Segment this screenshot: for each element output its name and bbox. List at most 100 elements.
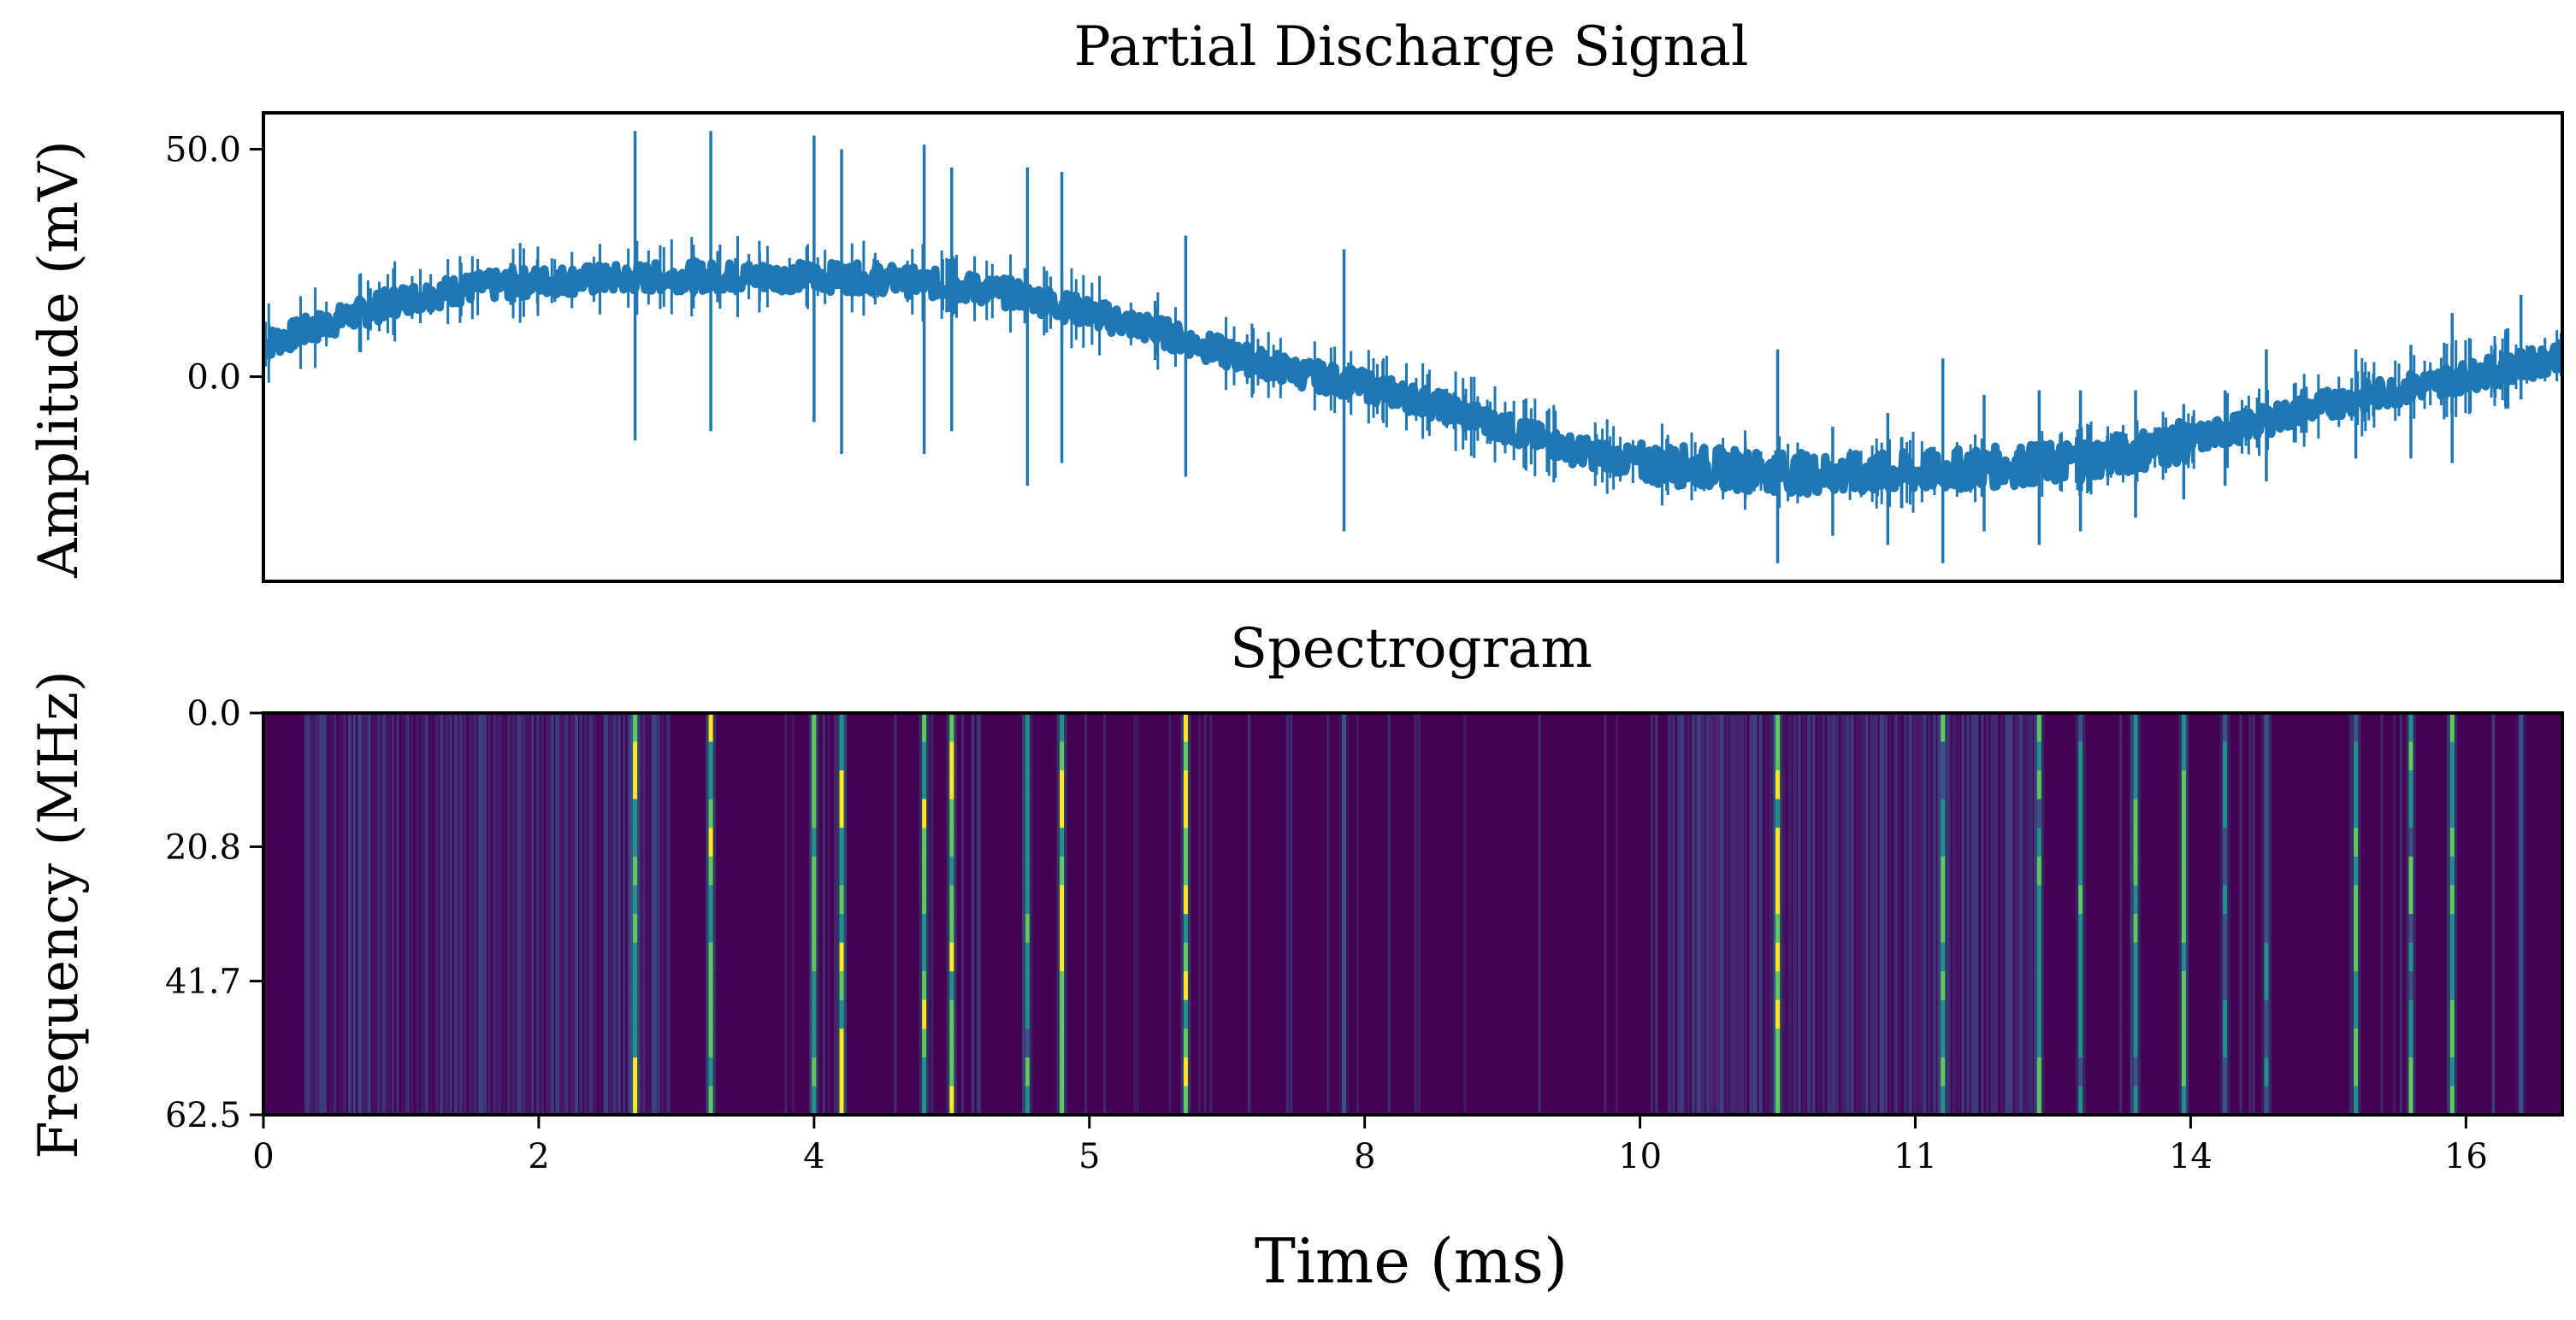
spectrogram-xtick-label: 14 bbox=[2169, 1137, 2213, 1176]
spectrogram-line-segment bbox=[1941, 1086, 1946, 1115]
spectrogram-background-streak bbox=[603, 713, 608, 1115]
spectrogram-line-segment bbox=[1183, 1057, 1188, 1087]
spectrogram-faint-streak bbox=[2130, 713, 2133, 1115]
spectrogram-background-streak bbox=[396, 713, 399, 1115]
spectrogram-background-streak bbox=[1687, 713, 1690, 1115]
spectrogram-line-segment bbox=[2519, 713, 2524, 743]
spectrogram-line-segment bbox=[2133, 1057, 2138, 1087]
spectrogram-line-segment bbox=[2408, 1057, 2414, 1087]
spectrogram-ylabel: Frequency (MHz) bbox=[27, 670, 91, 1159]
spectrogram-faint-streak bbox=[1209, 713, 1213, 1115]
spectrogram-line-segment bbox=[1183, 999, 1188, 1030]
spectrogram-background-streak bbox=[1860, 713, 1865, 1115]
spectrogram-faint-streak bbox=[2119, 713, 2123, 1115]
spectrogram-line-segment bbox=[1342, 741, 1347, 772]
spectrogram-background-streak bbox=[1701, 713, 1705, 1115]
spectrogram-line-segment bbox=[839, 1086, 844, 1115]
spectrogram-background-streak bbox=[1927, 713, 1931, 1115]
spectrogram-faint-streak bbox=[1414, 713, 1417, 1115]
spectrogram-background-streak bbox=[1710, 713, 1716, 1115]
spectrogram-faint-streak bbox=[2399, 713, 2402, 1115]
spectrogram-line-segment bbox=[2078, 942, 2083, 973]
spectrogram-background-streak bbox=[468, 713, 473, 1115]
spectrogram-line-segment bbox=[708, 741, 713, 772]
spectrogram-faint-streak bbox=[1615, 713, 1618, 1115]
spectrogram-line-segment bbox=[1941, 770, 1946, 800]
spectrogram-ytick-label: 41.7 bbox=[165, 963, 241, 1002]
spectrogram-background-streak bbox=[1826, 713, 1832, 1115]
spectrogram-line-segment bbox=[1183, 1086, 1188, 1115]
spectrogram-line-segment bbox=[2449, 1086, 2455, 1115]
spectrogram-line-segment bbox=[1775, 856, 1781, 887]
spectrogram-line-segment bbox=[1342, 914, 1347, 944]
spectrogram-line-segment bbox=[708, 828, 713, 857]
spectrogram-faint-streak bbox=[1836, 713, 1840, 1115]
spectrogram-faint-streak bbox=[960, 713, 964, 1115]
spectrogram-faint-streak bbox=[1719, 713, 1722, 1115]
spectrogram-line-segment bbox=[2519, 942, 2524, 973]
spectrogram-line-segment bbox=[2036, 1086, 2041, 1115]
spectrogram-line-segment bbox=[2449, 1028, 2455, 1058]
spectrogram-line-segment bbox=[2078, 971, 2083, 1001]
spectrogram-line-segment bbox=[2264, 914, 2269, 944]
spectrogram-panel: Spectrogram Frequency (MHz) 0.0 20.8 41.7 6… bbox=[27, 617, 2564, 1297]
spectrogram-background-streak bbox=[1822, 713, 1826, 1115]
spectrogram-xtick-label: 11 bbox=[1894, 1137, 1937, 1176]
spectrogram-line-segment bbox=[2449, 1057, 2455, 1087]
spectrogram-line-segment bbox=[2223, 971, 2228, 1001]
spectrogram-faint-streak bbox=[791, 713, 795, 1115]
spectrogram-background-streak bbox=[511, 713, 516, 1115]
spectrogram-background-streak bbox=[492, 713, 497, 1115]
spectrogram-line-segment bbox=[949, 770, 954, 800]
spectrogram-background-streak bbox=[1672, 713, 1675, 1115]
spectrogram-faint-streak bbox=[1136, 713, 1139, 1115]
spectrogram-background-streak bbox=[627, 713, 633, 1115]
spectrogram-line-segment bbox=[708, 999, 713, 1030]
spectrogram-line-segment bbox=[1342, 942, 1347, 973]
spectrogram-line-segment bbox=[2133, 1086, 2138, 1115]
spectrogram-line-segment bbox=[1060, 1028, 1065, 1058]
spectrogram-line-segment bbox=[922, 942, 927, 973]
spectrogram-background-streak bbox=[570, 713, 575, 1115]
spectrogram-faint-streak bbox=[1851, 713, 1854, 1115]
spectrogram-line-segment bbox=[1775, 1028, 1781, 1058]
spectrogram-background-streak bbox=[2029, 713, 2034, 1115]
spectrogram-faint-streak bbox=[1975, 713, 1978, 1115]
spectrogram-line-segment bbox=[2449, 999, 2455, 1030]
spectrogram-line-segment bbox=[633, 713, 638, 743]
spectrogram-line-segment bbox=[1342, 856, 1347, 887]
spectrogram-line-segment bbox=[2354, 1028, 2359, 1058]
spectrogram-faint-streak bbox=[2130, 713, 2133, 1115]
spectrogram-line-segment bbox=[1060, 828, 1065, 857]
spectrogram-line-segment bbox=[2354, 914, 2359, 944]
spectrogram-line-segment bbox=[2223, 1057, 2228, 1087]
spectrogram-line-segment bbox=[1060, 798, 1065, 829]
spectrogram-line-segment bbox=[633, 1086, 638, 1115]
spectrogram-faint-streak bbox=[1650, 713, 1653, 1115]
signal-ytick-label: 0.0 bbox=[186, 358, 241, 398]
spectrogram-faint-streak bbox=[843, 713, 847, 1115]
spectrogram-line-segment bbox=[949, 1057, 954, 1087]
spectrogram-xtick-label: 10 bbox=[1618, 1137, 1662, 1176]
spectrogram-line-segment bbox=[2264, 999, 2269, 1030]
spectrogram-background-streak bbox=[2033, 713, 2037, 1115]
spectrogram-background-streak bbox=[1840, 713, 1846, 1115]
spectrogram-line-segment bbox=[2264, 741, 2269, 772]
spectrogram-line-segment bbox=[1183, 713, 1188, 743]
spectrogram-line-segment bbox=[1342, 1028, 1347, 1058]
spectrogram-line-segment bbox=[812, 942, 817, 973]
spectrogram-faint-streak bbox=[2446, 713, 2449, 1115]
spectrogram-line-segment bbox=[1025, 713, 1030, 743]
spectrogram-line-segment bbox=[922, 914, 927, 944]
spectrogram-line-segment bbox=[2078, 741, 2083, 772]
spectrogram-line-segment bbox=[2519, 856, 2524, 887]
spectrogram-line-segment bbox=[2223, 999, 2228, 1030]
spectrogram-line-segment bbox=[1025, 741, 1030, 772]
spectrogram-line-segment bbox=[2078, 1028, 2083, 1058]
spectrogram-background-streak bbox=[1744, 713, 1748, 1115]
spectrogram-line-segment bbox=[2354, 1057, 2359, 1087]
spectrogram-line-segment bbox=[1342, 828, 1347, 857]
spectrogram-faint-streak bbox=[1290, 713, 1293, 1115]
spectrogram-line-segment bbox=[2181, 828, 2186, 857]
spectrogram-line-segment bbox=[1775, 741, 1781, 772]
